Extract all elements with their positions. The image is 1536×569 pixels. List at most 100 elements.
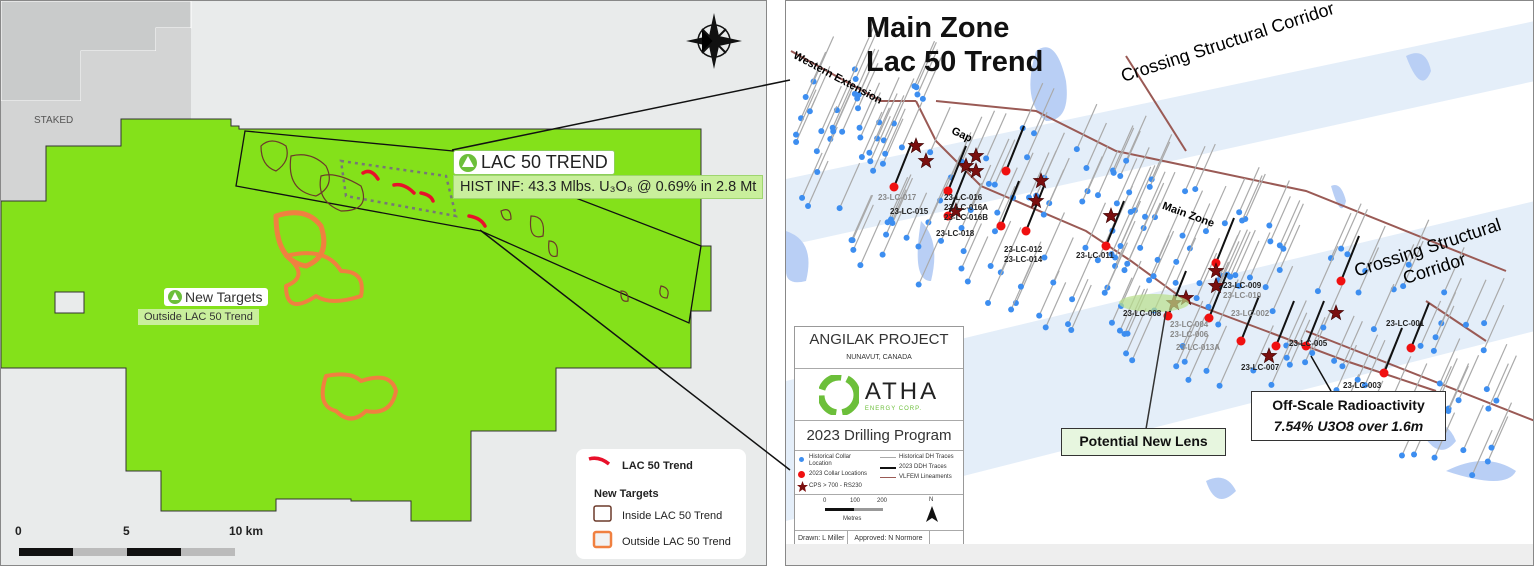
historical-collar bbox=[1036, 312, 1043, 319]
ddh-trace-2023 bbox=[1105, 200, 1125, 247]
historical-dh-trace bbox=[994, 139, 1016, 185]
historical-dh-trace bbox=[1071, 254, 1093, 300]
drill-hole-label: 23-LC-013A bbox=[1176, 343, 1221, 352]
historical-collar bbox=[1344, 251, 1351, 258]
historical-dh-trace bbox=[1217, 235, 1239, 281]
historical-collar bbox=[1154, 256, 1161, 263]
historical-collar bbox=[1127, 208, 1134, 215]
historical-collar bbox=[1417, 342, 1424, 349]
historical-collar bbox=[1196, 280, 1203, 287]
historical-collar bbox=[1083, 164, 1090, 171]
historical-dh-trace bbox=[1084, 202, 1107, 249]
historical-dh-trace bbox=[869, 115, 891, 162]
program-title: 2023 Drilling Program bbox=[795, 421, 963, 451]
company-logo: ATHA ENERGY CORP. bbox=[795, 369, 963, 421]
historical-collar bbox=[1137, 244, 1144, 251]
historical-dh-trace bbox=[1439, 338, 1461, 384]
historical-dh-trace bbox=[832, 86, 854, 132]
historical-dh-trace bbox=[1113, 127, 1135, 174]
historical-dh-trace bbox=[1043, 212, 1065, 258]
historical-dh-trace bbox=[859, 82, 881, 129]
historical-dh-trace bbox=[807, 160, 829, 207]
historical-dh-trace bbox=[891, 177, 914, 224]
historical-collar bbox=[1113, 200, 1120, 207]
historical-collar bbox=[1483, 386, 1490, 393]
historical-dh-trace bbox=[1224, 178, 1246, 224]
historical-collar bbox=[1430, 347, 1437, 354]
historical-collar bbox=[1129, 357, 1136, 364]
historical-collar bbox=[1101, 289, 1108, 296]
historical-dh-trace bbox=[872, 125, 894, 172]
historical-dh-trace bbox=[1205, 185, 1227, 232]
historical-collar bbox=[1073, 146, 1080, 153]
historical-dh-trace bbox=[884, 108, 906, 155]
drill-hole-label: 23-LC-018 bbox=[936, 229, 975, 238]
historical-collar bbox=[1488, 444, 1495, 451]
historical-collar bbox=[915, 243, 922, 250]
historical-dh-trace bbox=[855, 33, 877, 80]
historical-collar bbox=[1362, 268, 1369, 275]
historical-collar bbox=[1398, 452, 1405, 459]
north-arrow-shape bbox=[926, 506, 938, 522]
historical-collar bbox=[867, 158, 874, 165]
historical-collar bbox=[1236, 209, 1243, 216]
historical-dh-trace bbox=[1151, 134, 1173, 180]
historical-collar bbox=[1469, 472, 1476, 479]
historical-dh-trace bbox=[927, 177, 949, 223]
historical-collar bbox=[858, 154, 865, 161]
historical-dh-trace bbox=[868, 107, 890, 153]
historical-collar bbox=[1436, 380, 1443, 387]
historical-collar bbox=[1182, 188, 1189, 195]
historical-collar bbox=[1065, 321, 1071, 328]
historical-collar bbox=[1432, 334, 1439, 341]
historical-collar bbox=[958, 265, 965, 272]
historical-dh-trace bbox=[1085, 122, 1107, 169]
historical-dh-trace bbox=[1182, 300, 1204, 347]
historical-collar bbox=[793, 131, 800, 138]
historical-collar bbox=[887, 216, 894, 223]
north-arrow-icon: N bbox=[929, 497, 934, 503]
historical-dh-trace bbox=[1341, 321, 1363, 367]
historical-collar bbox=[1172, 279, 1179, 286]
collar-2023 bbox=[1001, 166, 1011, 176]
legend-heading: New Targets bbox=[594, 488, 659, 500]
historical-dh-trace bbox=[1076, 103, 1098, 150]
historical-collar bbox=[927, 149, 934, 156]
historical-collar bbox=[802, 93, 809, 100]
historical-dh-trace bbox=[1447, 365, 1469, 412]
historical-dh-trace bbox=[1153, 230, 1175, 277]
historical-dh-trace bbox=[1128, 147, 1150, 193]
historical-dh-trace bbox=[906, 192, 928, 239]
potential-new-lens-box: Potential New Lens bbox=[1061, 428, 1226, 456]
historical-dh-trace bbox=[852, 204, 874, 251]
historical-dh-trace bbox=[1067, 278, 1089, 325]
historical-collar bbox=[1108, 251, 1115, 258]
cps-star-icon bbox=[947, 202, 965, 219]
historical-dh-trace bbox=[1289, 319, 1311, 366]
historical-collar bbox=[1108, 319, 1115, 326]
historical-collar bbox=[1431, 454, 1438, 461]
historical-dh-trace bbox=[1249, 232, 1271, 278]
historical-dh-trace bbox=[1189, 203, 1211, 249]
historical-collar bbox=[850, 246, 857, 253]
historical-collar bbox=[1121, 267, 1128, 274]
historical-collar bbox=[1485, 405, 1492, 412]
drill-hole-label: 23-LC-001 bbox=[1386, 319, 1425, 328]
historical-collar bbox=[903, 234, 910, 241]
historical-collar bbox=[1355, 289, 1362, 296]
historical-collar bbox=[852, 76, 859, 83]
historical-dh-trace bbox=[988, 138, 1010, 185]
collar-2023 bbox=[1101, 241, 1111, 251]
historical-dh-trace bbox=[1420, 300, 1442, 347]
historical-collar bbox=[1280, 245, 1287, 252]
historical-collar bbox=[1202, 228, 1209, 235]
historical-dh-trace bbox=[963, 205, 985, 252]
cps-star-icon bbox=[1207, 262, 1225, 279]
historical-collar bbox=[856, 124, 863, 131]
cps-star-icon bbox=[797, 481, 808, 492]
legend-trend: LAC 50 Trend bbox=[622, 460, 693, 472]
historical-dh-trace bbox=[1357, 334, 1379, 380]
cps-star-icon bbox=[1102, 207, 1120, 224]
historical-dh-trace bbox=[1226, 229, 1248, 275]
historical-collar bbox=[857, 134, 864, 141]
